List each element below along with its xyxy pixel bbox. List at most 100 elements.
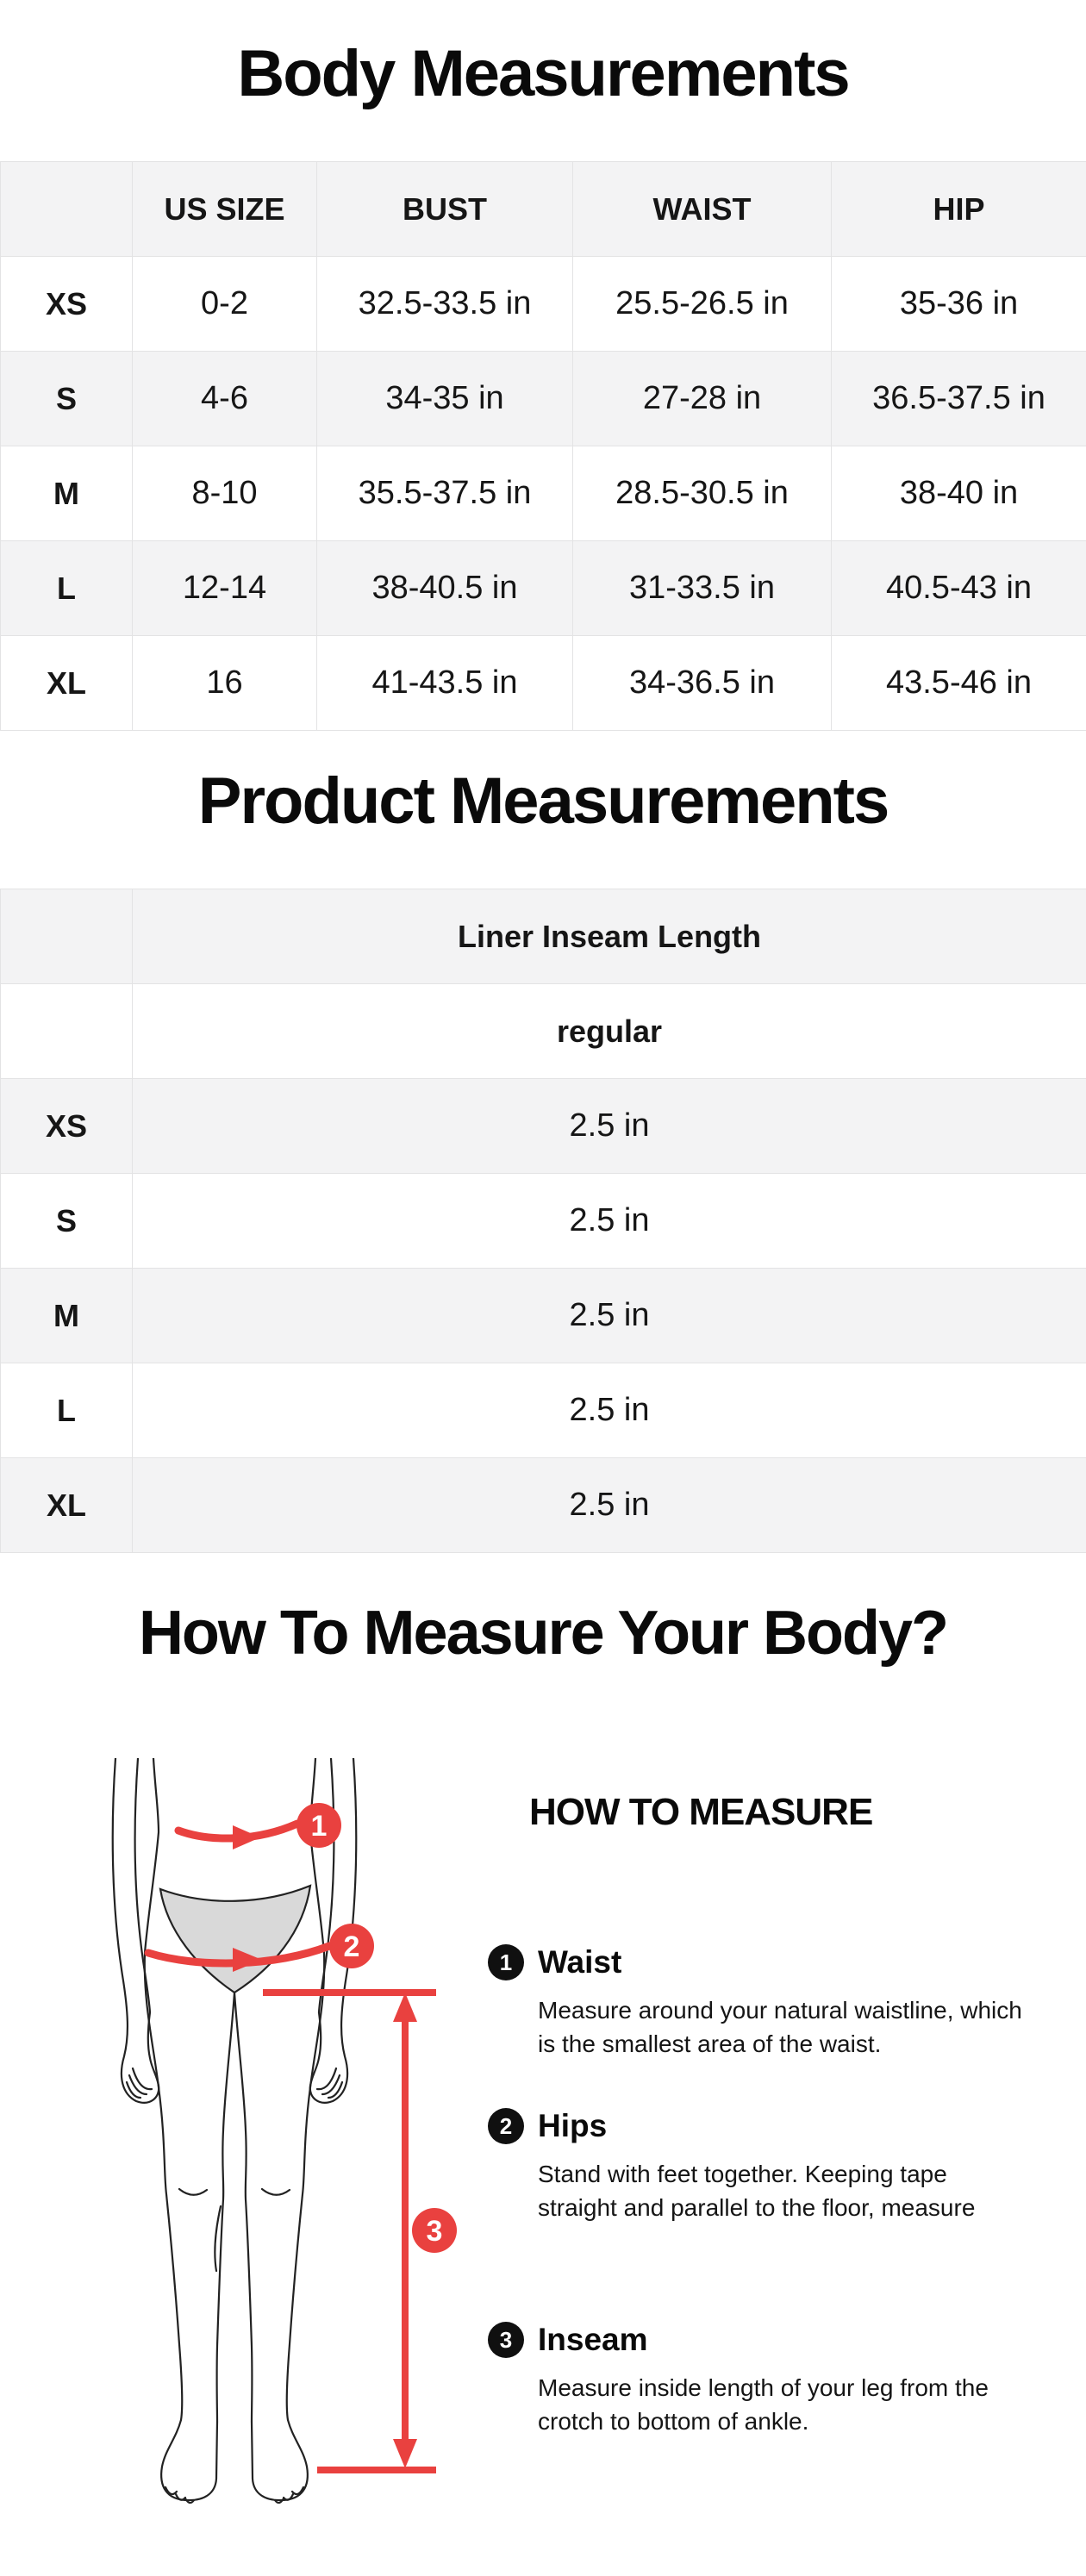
waist-number-badge: 1 [488,1944,524,1980]
body-table-header-row: US SIZE BUST WAIST HIP [0,161,1086,257]
size-label-cell: M [0,1268,133,1363]
left-knee-line [178,2187,209,2196]
inseam-value-cell: 2.5 in [132,1268,1086,1363]
right-arm-inner-line [317,1758,335,2014]
left-leg-inner-line [215,1991,236,2423]
product-table-fit-corner-cell [0,983,133,1079]
bust-cell: 32.5-33.5 in [316,256,573,352]
body-table-row-s: S 4-6 34-35 in 27-28 in 36.5-37.5 in [0,351,1086,446]
measurement-figure: 1 2 3 [103,1758,465,2534]
waist-cell: 34-36.5 in [572,635,832,731]
right-hand-finger-line [315,2067,338,2091]
inseam-value-cell: 2.5 in [132,1457,1086,1553]
right-foot-toes [273,2497,285,2504]
product-measurements-title: Product Measurements [197,764,889,838]
hip-cell: 36.5-37.5 in [831,351,1086,446]
body-measurements-title: Body Measurements [237,37,850,110]
how-to-measure-heading: HOW TO MEASURE [529,1791,873,1833]
measurement-marks: 1 2 3 [144,1803,457,2473]
us-size-cell: 4-6 [132,351,317,446]
figure-inseam-badge [412,2208,457,2253]
left-shin-line [214,2205,222,2273]
left-foot-toes [184,2497,196,2504]
product-table-corner-cell [0,889,133,984]
waist-item-description: Measure around your natural waistline, w… [538,1997,1022,2057]
us-size-cell: 8-10 [132,446,317,541]
waist-cell: 25.5-26.5 in [572,256,832,352]
body-table-header-us-size: US SIZE [132,161,317,257]
measure-item-inseam: 3 Inseam Measure inside length of your l… [488,2322,1057,2438]
product-measurements-table: Liner Inseam Length regular XS 2.5 in S … [0,889,1086,1553]
waist-arrowhead [233,1825,260,1849]
us-size-cell: 0-2 [132,256,317,352]
size-label-cell: S [0,1173,133,1269]
inseam-up-arrowhead [393,1993,417,2022]
figure-waist-badge [296,1803,341,1848]
bust-cell: 34-35 in [316,351,573,446]
size-label-cell: XL [0,635,133,731]
body-table-header-hip: HIP [831,161,1086,257]
size-label-cell: S [0,351,133,446]
measure-item-hips: 2 Hips Stand with feet together. Keeping… [488,2108,1057,2224]
product-table-row-s: S 2.5 in [0,1173,1086,1269]
measure-item-waist: 1 Waist Measure around your natural wais… [488,1944,1057,2061]
how-to-measure-instructions: HOW TO MEASURE 1 Waist Measure around yo… [488,1775,1074,2568]
size-label-cell: XS [0,256,133,352]
product-table-row-xs: XS 2.5 in [0,1078,1086,1174]
product-table-row-xl: XL 2.5 in [0,1457,1086,1553]
right-hand-finger-line [321,2074,341,2096]
hip-cell: 35-36 in [831,256,1086,352]
left-foot-outline [160,2418,219,2502]
product-table-row-l: L 2.5 in [0,1363,1086,1458]
right-hand-finger-line [327,2080,344,2099]
inseam-down-arrowhead [393,2439,417,2468]
inseam-number-badge: 3 [488,2322,524,2358]
us-size-cell: 12-14 [132,540,317,636]
right-foot-outline [250,2418,309,2502]
fit-label-cell: regular [132,983,1086,1079]
underwear-shape [159,1884,312,1994]
size-label-cell: XS [0,1078,133,1174]
right-arm-outline [309,1758,358,2104]
hip-cell: 43.5-46 in [831,635,1086,731]
body-diagram-illustration: 1 2 3 [111,1758,457,2504]
size-label-cell: M [0,446,133,541]
right-foot-toes [290,2486,305,2496]
body-outline [111,1758,358,2504]
size-label-cell: XL [0,1457,133,1553]
product-table-row-m: M 2.5 in [0,1268,1086,1363]
body-table-corner-cell [0,161,133,257]
body-table-row-l: L 12-14 38-40.5 in 31-33.5 in 40.5-43 in [0,540,1086,636]
hip-cell: 38-40 in [831,446,1086,541]
torso-left-leg-outline [143,1758,184,2422]
right-leg-inner-line [233,1991,253,2423]
size-label-cell: L [0,1363,133,1458]
body-table-row-xl: XL 16 41-43.5 in 34-36.5 in 43.5-46 in [0,635,1086,731]
inseam-value-cell: 2.5 in [132,1173,1086,1269]
hips-item-description: Stand with feet together. Keeping tape s… [538,2161,976,2221]
waist-cell: 28.5-30.5 in [572,446,832,541]
figure-inseam-badge-number: 3 [427,2215,443,2248]
hips-arrowhead [233,1948,262,1972]
left-arm-inner-line [134,1758,152,2014]
body-measurements-table: US SIZE BUST WAIST HIP XS 0-2 32.5-33.5 … [0,161,1086,731]
how-to-measure-title: How To Measure Your Body? [138,1599,949,1668]
left-hand-finger-line [128,2074,148,2096]
bust-cell: 35.5-37.5 in [316,446,573,541]
product-table-header-row: Liner Inseam Length [0,889,1086,984]
bust-cell: 41-43.5 in [316,635,573,731]
waist-item-title: Waist [538,1944,622,1980]
left-hand-finger-line [131,2067,153,2091]
waist-cell: 27-28 in [572,351,832,446]
inseam-item-description: Measure inside length of your leg from t… [538,2374,989,2435]
product-table-column-header: Liner Inseam Length [132,889,1086,984]
body-table-header-bust: BUST [316,161,573,257]
body-table-row-xs: XS 0-2 32.5-33.5 in 25.5-26.5 in 35-36 i… [0,256,1086,352]
body-table-row-m: M 8-10 35.5-37.5 in 28.5-30.5 in 38-40 i… [0,446,1086,541]
waist-cell: 31-33.5 in [572,540,832,636]
left-hand-finger-line [125,2080,142,2099]
figure-hips-badge [329,1924,374,1968]
inseam-value-cell: 2.5 in [132,1078,1086,1174]
product-table-fit-row: regular [0,983,1086,1079]
